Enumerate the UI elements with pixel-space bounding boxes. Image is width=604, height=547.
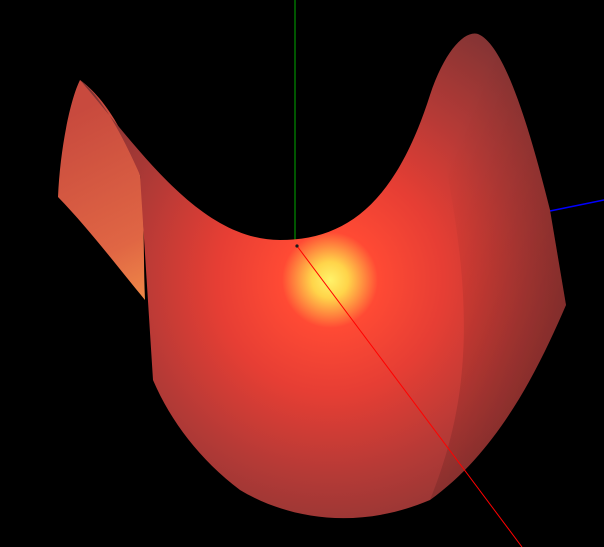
origin-point: [295, 244, 299, 248]
saddle-back-wing: [58, 80, 145, 300]
x-axis-line: [296, 245, 523, 547]
saddle-right-shade: [430, 33, 566, 500]
z-axis-line: [549, 199, 604, 212]
